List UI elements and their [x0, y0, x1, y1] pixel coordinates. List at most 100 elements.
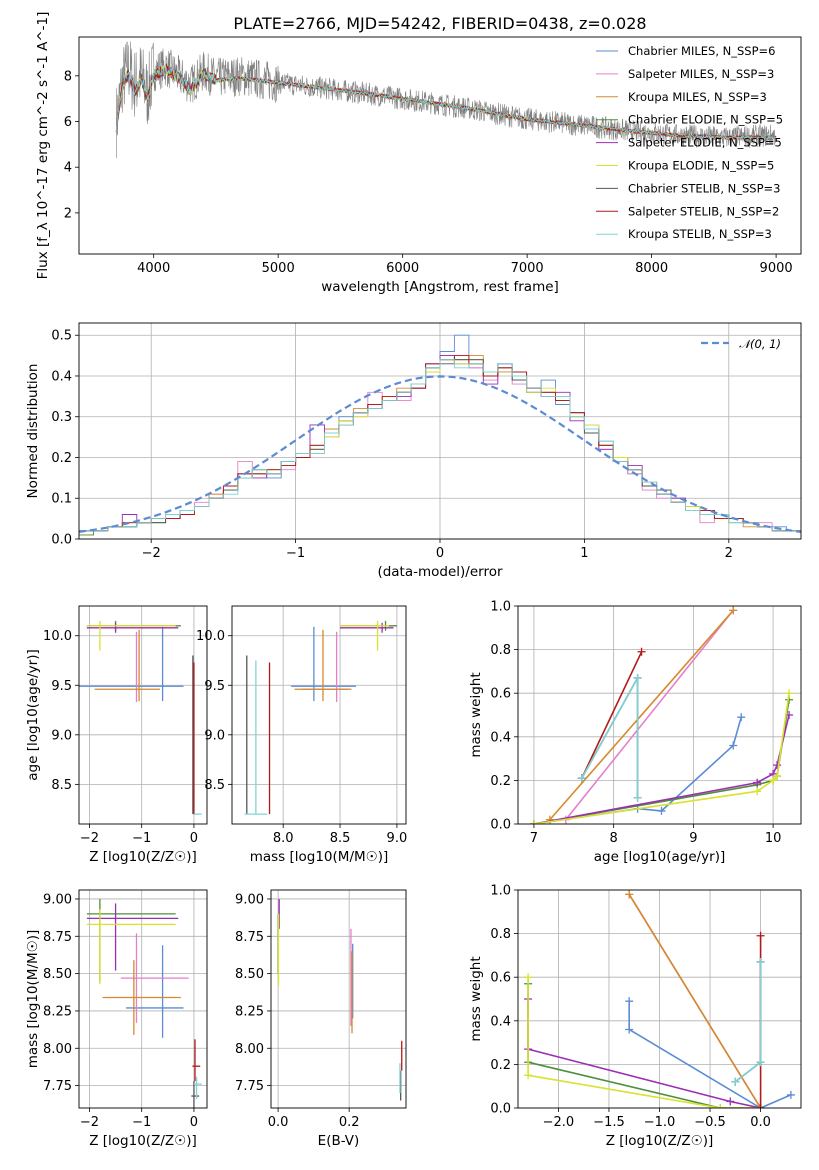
data-spectrum-line	[116, 41, 777, 159]
y-tick-label: 0.0	[51, 533, 72, 548]
point-kroupa-stelib	[193, 1076, 202, 1100]
x-tick-label: 6000	[386, 261, 419, 276]
y-tick-label: 0.8	[490, 643, 511, 658]
y-tick-label: 8.00	[43, 1042, 72, 1057]
axes-frame	[78, 605, 208, 825]
x-tick-label: −2	[80, 831, 99, 846]
y-tick-label: 10.0	[196, 629, 225, 644]
x-tick-label: 7	[530, 831, 538, 846]
x-tick-label: 9000	[760, 261, 793, 276]
x-tick-label: 0.0	[750, 1115, 771, 1130]
panel-age_vs_mass: 8.0 8.5 9.0 8.5 9.0 9.5 10.0 mass [log10(M/M☉)]	[196, 605, 408, 865]
normal-curve	[79, 375, 801, 533]
y-tick-label: 0.2	[490, 774, 511, 789]
x-tick-label: 8	[610, 831, 618, 846]
y-axis-label: mass weight	[468, 672, 484, 757]
x-axis-label: E(B-V)	[318, 1133, 360, 1149]
x-tick-label: 8.5	[330, 831, 351, 846]
y-tick-label: 0.4	[490, 1014, 511, 1029]
weight-marker-kroupa-elodie	[773, 772, 782, 781]
y-tick-label: 8.25	[235, 1004, 264, 1019]
point-kroupa-miles	[102, 960, 181, 1035]
x-axis-label: mass [log10(M/M☉)]	[250, 849, 389, 865]
x-tick-label: 0	[436, 546, 444, 561]
y-tick-label: 0.5	[51, 329, 72, 344]
x-tick-label: 4000	[137, 261, 170, 276]
weight-line-kroupa-stelib	[734, 961, 762, 1083]
y-tick-label: 9.00	[43, 892, 72, 907]
y-tick-label: 8.50	[235, 967, 264, 982]
x-tick-label: 10	[765, 831, 782, 846]
y-axis-label: Normed distribution	[25, 364, 41, 499]
x-tick-label: 5000	[262, 261, 295, 276]
weight-marker-salpeter-stelib	[756, 931, 765, 940]
weight-line-chabrier-stelib	[581, 674, 639, 798]
x-tick-label: 0.0	[268, 1115, 289, 1130]
panel-age_vs_Z: −2 −1 0 8.5 9.0 9.5 10.0 Z [log10(Z/Z☉)] age [lo…	[25, 605, 208, 865]
weight-line-salpeter-miles	[565, 609, 734, 821]
model-line-kroupa-stelib	[115, 64, 776, 141]
weight-line-kroupa-stelib	[581, 674, 639, 798]
point-chabrier-stelib	[191, 1081, 200, 1108]
weight-marker-kroupa-stelib	[633, 673, 642, 682]
panel-massweight_vs_Z: −2.0 −1.5 −1.0 −0.5 0.0 0.0 0.2 0.4 0.6 0.8 1.0 Z […	[468, 884, 802, 1149]
weight-marker-kroupa-elodie	[524, 1071, 533, 1080]
point-kroupa-miles	[294, 629, 352, 702]
legend-entry-kroupa-elodie: Kroupa ELODIE, N_SSP=5	[628, 159, 774, 173]
y-tick-label: 9.5	[51, 679, 72, 694]
y-tick-label: 0.6	[490, 971, 511, 986]
x-tick-label: −2	[80, 1115, 99, 1130]
axes-frame	[78, 889, 208, 1109]
axes-frame	[78, 322, 802, 540]
y-axis-label: age [log10(age/yr)]	[25, 649, 41, 781]
y-tick-label: 1.0	[490, 884, 511, 899]
legend-entry-kroupa-stelib: Kroupa STELIB, N_SSP=3	[628, 227, 772, 241]
x-tick-label: −1.0	[644, 1115, 676, 1130]
panel-massweight_vs_age: 7 8 9 10 0.0 0.2 0.4 0.6 0.8 1.0 age [log10(age/yr…	[468, 600, 802, 865]
weight-marker-kroupa-elodie	[769, 776, 778, 785]
plot-area	[524, 890, 795, 1108]
weight-line-chabrier-miles	[628, 1001, 792, 1108]
y-tick-label: 8.5	[51, 778, 72, 793]
weight-marker-chabrier-miles	[729, 741, 738, 750]
y-tick-label: 0.1	[51, 492, 72, 507]
point-kroupa-miles	[94, 629, 160, 702]
axes-frame	[517, 605, 802, 825]
plot-area	[79, 334, 801, 536]
legend-entry-salpeter-elodie: Salpeter ELODIE, N_SSP=5	[628, 136, 782, 150]
legend-entry-salpeter-stelib: Salpeter STELIB, N_SSP=2	[628, 204, 779, 218]
weight-marker-kroupa-elodie	[716, 1104, 725, 1108]
weight-marker-kroupa-stelib	[633, 793, 642, 802]
y-tick-label: 9.0	[51, 728, 72, 743]
weight-marker-kroupa-miles	[729, 606, 738, 615]
panel-mass_vs_ebv: 0.0 0.2 7.75 8.00 8.25 8.50 8.75 9.00 E(B-V)	[235, 889, 407, 1149]
weight-marker-kroupa-stelib	[577, 774, 586, 783]
weight-marker-chabrier-miles	[737, 713, 746, 722]
axes-frame	[78, 36, 802, 255]
weight-line-salpeter-stelib	[581, 651, 643, 779]
x-tick-label: −0.5	[694, 1115, 726, 1130]
weight-marker-salpeter-stelib	[637, 647, 646, 656]
x-tick-label: −1	[286, 546, 305, 561]
x-tick-label: 8000	[635, 261, 668, 276]
x-tick-label: 9.0	[387, 831, 408, 846]
weight-marker-chabrier-miles	[657, 806, 666, 815]
y-tick-label: 8.75	[43, 930, 72, 945]
x-axis-label: (data-model)/error	[377, 564, 503, 580]
legend-entry-chabrier-miles: Chabrier MILES, N_SSP=6	[628, 44, 775, 58]
x-tick-label: −1	[132, 1115, 151, 1130]
point-chabrier-miles	[79, 626, 184, 702]
x-tick-label: 0.2	[339, 1115, 360, 1130]
x-tick-label: 1	[580, 546, 588, 561]
weight-marker-kroupa-elodie	[785, 689, 794, 698]
figure-title: PLATE=2766, MJD=54242, FIBERID=0438, z=0…	[233, 14, 646, 33]
y-tick-label: 8.50	[43, 967, 72, 982]
y-tick-label: 0.0	[490, 1102, 511, 1117]
y-tick-label: 1.0	[490, 600, 511, 615]
y-tick-label: 8.25	[43, 1004, 72, 1019]
plot-area	[529, 606, 794, 824]
point-kroupa-elodie	[340, 620, 389, 651]
y-tick-label: 0.4	[490, 730, 511, 745]
weight-line-kroupa-miles	[549, 609, 734, 821]
